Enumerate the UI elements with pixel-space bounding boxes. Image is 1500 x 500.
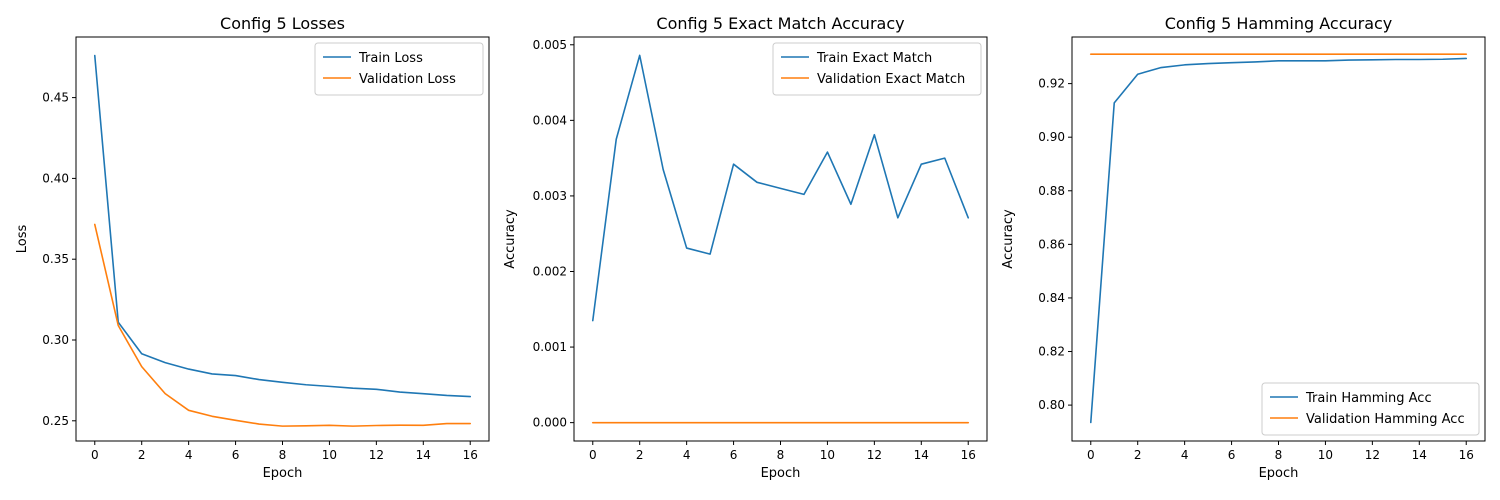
y-tick-label: 0.88 [1038,184,1065,198]
x-tick-label: 12 [369,448,384,462]
plot-area [76,37,489,441]
legend-entry-label: Train Loss [358,51,423,66]
chart-panel-3: 0 2 4 6 8 10 12 14 16 0.80 0.82 0.84 0.86 0.88 0.90 0.9… [1001,14,1486,481]
legend-box [1261,382,1480,436]
x-tick-label: 6 [1228,448,1236,462]
legend-entry-label: Validation Loss [359,72,456,87]
x-axis-label: Epoch [263,466,303,481]
x-tick-label: 2 [636,448,644,462]
y-tick-label: 0.92 [1038,77,1065,91]
y-tick-label: 0.001 [533,340,567,354]
y-tick-label: 0.005 [533,38,567,52]
chart-panel-1: 0 2 4 6 8 10 12 14 16 0.25 0.30 0.35 0.40 0.45 Config … [15,14,490,481]
x-tick-label: 6 [730,448,738,462]
x-tick-label: 8 [1275,448,1283,462]
y-tick-label: 0.004 [533,113,567,127]
legend: Train Exact Match Validation Exact Match [772,42,982,96]
y-tick-label: 0.90 [1038,130,1065,144]
y-tick-label: 0.45 [42,91,69,105]
x-tick-label: 4 [185,448,193,462]
x-tick-label: 14 [914,448,929,462]
x-tick-label: 12 [867,448,882,462]
x-tick-label: 2 [1134,448,1142,462]
x-tick-label: 14 [416,448,431,462]
x-tick-label: 0 [589,448,597,462]
legend-entry-label: Train Hamming Acc [1305,391,1432,406]
x-tick-label: 6 [232,448,240,462]
legend: Train Loss Validation Loss [314,42,484,96]
y-tick-label: 0.25 [42,414,69,428]
x-tick-label: 8 [279,448,287,462]
x-tick-label: 4 [1181,448,1189,462]
y-axis-label: Accuracy [1001,209,1016,269]
series-line-1 [591,54,970,322]
chart-title: Config 5 Losses [220,14,345,33]
y-tick-label: 0.003 [533,189,567,203]
legend-box [772,42,982,96]
y-axis-label: Accuracy [503,209,518,269]
x-tick-label: 0 [1087,448,1095,462]
series-line-2 [93,223,472,427]
y-tick-label: 0.82 [1038,345,1065,359]
y-tick-label: 0.35 [42,252,69,266]
legend-entry-label: Validation Exact Match [817,72,965,87]
legend-entry-label: Validation Hamming Acc [1306,412,1465,427]
series-line-1 [93,54,472,398]
chart-title: Config 5 Exact Match Accuracy [656,14,904,33]
y-tick-label: 0.002 [533,264,567,278]
x-tick-label: 16 [1459,448,1474,462]
series-line-1 [1089,57,1468,424]
y-axis-label: Loss [15,225,30,254]
x-tick-label: 16 [961,448,976,462]
x-axis-label: Epoch [761,466,801,481]
x-tick-label: 8 [777,448,785,462]
x-axis-label: Epoch [1259,466,1299,481]
y-tick-label: 0.30 [42,333,69,347]
x-tick-label: 12 [1365,448,1380,462]
x-tick-label: 10 [1318,448,1333,462]
x-tick-label: 14 [1412,448,1427,462]
plot-area [1072,37,1485,441]
y-tick-label: 0.80 [1038,398,1065,412]
y-tick-label: 0.40 [42,171,69,185]
chart-panel-2: 0 2 4 6 8 10 12 14 16 0.000 0.001 0.002 0.003 0.004 0.… [503,14,988,481]
x-tick-label: 4 [683,448,691,462]
x-tick-label: 10 [322,448,337,462]
x-tick-label: 10 [820,448,835,462]
x-tick-label: 0 [91,448,99,462]
plot-area [574,37,987,441]
legend-box [314,42,484,96]
y-tick-label: 0.86 [1038,237,1065,251]
x-tick-label: 16 [463,448,478,462]
y-tick-label: 0.84 [1038,291,1065,305]
legend-entry-label: Train Exact Match [816,51,932,66]
legend: Train Hamming Acc Validation Hamming Acc [1261,382,1480,436]
y-tick-label: 0.000 [533,416,567,430]
x-tick-label: 2 [138,448,146,462]
chart-title: Config 5 Hamming Accuracy [1165,14,1393,33]
